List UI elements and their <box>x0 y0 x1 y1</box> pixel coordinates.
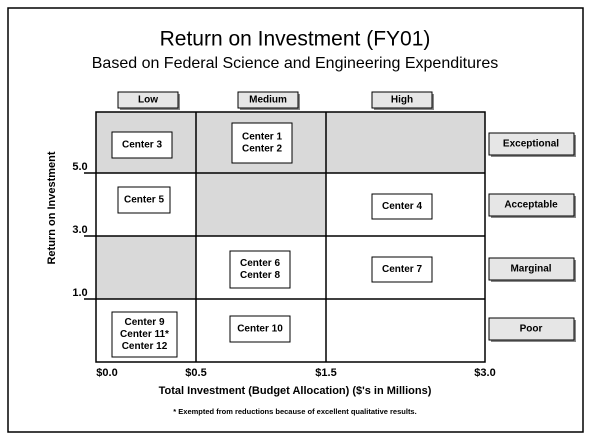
center-label: Center 4 <box>382 201 422 212</box>
center-box <box>111 131 173 159</box>
x-axis-title: Total Investment (Budget Allocation) ($'… <box>159 385 432 397</box>
center-label: Center 7 <box>382 264 422 275</box>
row-label-box <box>488 132 575 156</box>
shade <box>196 173 326 236</box>
center-label: Center 2 <box>242 144 282 155</box>
row-label: Marginal <box>510 264 551 275</box>
footnote: * Exempted from reductions because of ex… <box>173 407 416 416</box>
row-label: Exceptional <box>503 139 559 150</box>
x-tick-label: $3.0 <box>474 367 495 379</box>
x-tick-label: $1.5 <box>315 367 336 379</box>
center-label: Center 3 <box>122 140 162 151</box>
center-label: Center 1 <box>242 132 282 143</box>
column-header-box <box>237 91 299 109</box>
center-box <box>371 256 433 283</box>
x-tick-label: $0.0 <box>96 367 117 379</box>
center-box <box>229 250 291 289</box>
center-label: Center 10 <box>237 324 283 335</box>
row-label-box <box>488 317 575 341</box>
center-box <box>111 311 178 358</box>
column-header: Low <box>138 95 158 106</box>
center-label: Center 9 <box>124 317 164 328</box>
shade <box>96 236 196 299</box>
row-label: Poor <box>520 324 543 335</box>
center-label: Center 8 <box>240 270 280 281</box>
column-header-box <box>371 91 433 109</box>
column-header: High <box>391 95 413 106</box>
y-tick-label: 1.0 <box>72 287 87 299</box>
center-box <box>117 186 171 214</box>
center-label: Center 5 <box>124 195 164 206</box>
column-header-box <box>117 91 179 109</box>
center-box <box>229 315 291 343</box>
center-box <box>231 122 293 164</box>
center-box <box>371 193 433 220</box>
x-tick-label: $0.5 <box>185 367 206 379</box>
y-axis-title: Return on Investment <box>46 151 58 264</box>
row-label-box <box>488 257 575 281</box>
center-label: Center 6 <box>240 258 280 269</box>
grid <box>84 111 486 363</box>
center-label: Center 11* <box>120 329 169 340</box>
row-label: Acceptable <box>504 200 558 211</box>
grid-border <box>95 111 486 363</box>
column-header: Medium <box>249 95 287 106</box>
row-label-box <box>488 193 575 217</box>
subtitle: Based on Federal Science and Engineering… <box>92 55 499 72</box>
center-label: Center 12 <box>122 341 168 352</box>
title: Return on Investment (FY01) <box>160 28 431 51</box>
y-tick-label: 3.0 <box>72 224 87 236</box>
y-tick-label: 5.0 <box>72 161 87 173</box>
